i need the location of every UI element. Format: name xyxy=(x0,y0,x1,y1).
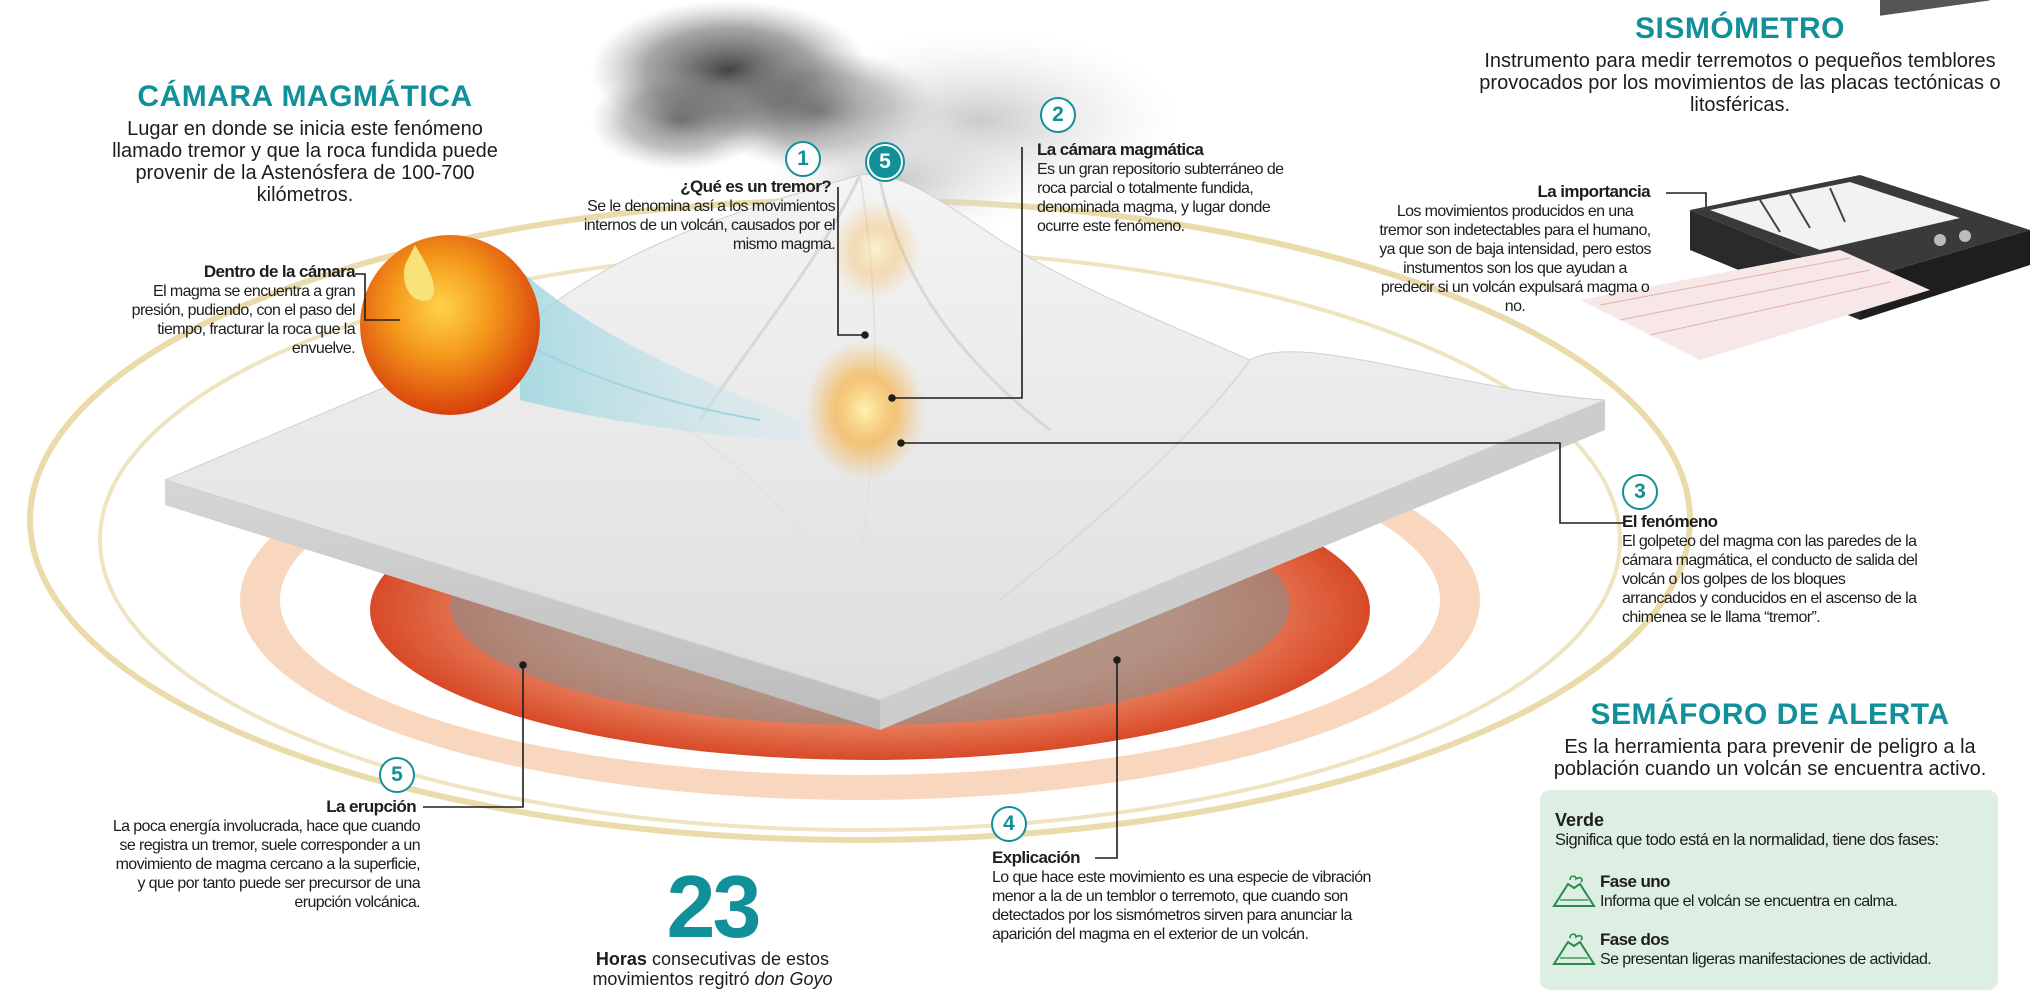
leader-line-5 xyxy=(423,665,524,808)
leader-line-importancia xyxy=(1666,192,1707,208)
seismometer-device xyxy=(1580,0,2030,360)
semaforo-description: Es la herramienta para prevenir de pelig… xyxy=(1553,736,1987,780)
step-1-badge: 1 xyxy=(785,141,821,177)
phase-1-text: Informa que el volcán se encuentra en ca… xyxy=(1600,893,1898,910)
phase-2: Fase dos Se presentan ligeras manifestac… xyxy=(1552,928,1932,973)
stat-value: 23 xyxy=(666,857,762,956)
phase-1-title: Fase uno xyxy=(1600,872,1670,891)
step-3-badge: 3 xyxy=(1622,474,1658,510)
step-3-caption: El fenómeno El golpeteo del magma con la… xyxy=(1622,512,1922,627)
dentro-text: El magma se encuentra a gran presión, pu… xyxy=(131,283,356,357)
phase-2-title: Fase dos xyxy=(1600,930,1670,949)
step-2-title: La cámara magmática xyxy=(1037,140,1204,159)
stat-line2: movimientos regitró xyxy=(592,969,755,989)
step-4-title: Explicación xyxy=(992,848,1080,867)
alert-level-title: Verde xyxy=(1555,810,1605,830)
stat-block: 23 Horas consecutivas de estos movimient… xyxy=(575,857,850,990)
step-5-title: La erupción xyxy=(326,797,416,816)
phase-1: Fase uno Informa que el volcán se encuen… xyxy=(1552,870,1898,915)
step-5-text: La poca energía involucrada, hace que cu… xyxy=(112,818,421,911)
sismometro-title: SISMÓMETRO xyxy=(1634,12,1845,45)
volcano-icon xyxy=(1552,875,1596,907)
importancia-text: Los movimientos producidos en una tremor… xyxy=(1379,203,1651,315)
importancia-caption: La importancia Los movimientos producido… xyxy=(1375,182,1655,316)
step-2-caption: La cámara magmática Es un gran repositor… xyxy=(1037,140,1297,236)
leader-line-1 xyxy=(837,187,865,336)
step-3-text: El golpeteo del magma con las paredes de… xyxy=(1622,533,1918,626)
leader-line-dentro xyxy=(355,273,400,321)
step-5-caption: La erupción La poca energía involucrada,… xyxy=(110,797,421,912)
leader-line-2 xyxy=(893,147,1023,399)
magma-glow xyxy=(805,340,925,480)
leader-line-3 xyxy=(901,442,1625,524)
camara-description: Lugar en donde se inicia este fenómeno l… xyxy=(112,118,498,206)
step-5-badge: 5 xyxy=(379,757,415,793)
step-3-title: El fenómeno xyxy=(1622,512,1718,531)
volcano-icon xyxy=(1552,933,1596,965)
alert-level-green-box: Verde Significa que todo está en la norm… xyxy=(1540,790,1998,990)
dentro-caption: Dentro de la cámara El magma se encuentr… xyxy=(110,262,356,358)
step-2-text: Es un gran repositorio subterráneo de ro… xyxy=(1037,161,1284,235)
dentro-title: Dentro de la cámara xyxy=(203,262,356,281)
camara-title: CÁMARA MAGMÁTICA xyxy=(137,80,473,113)
summit-badge-5: 5 xyxy=(867,144,903,180)
stat-italic: don Goyo xyxy=(754,969,833,989)
step-1-text: Se le denomina así a los movimientos int… xyxy=(583,198,836,253)
step-4-text: Lo que hace este movimiento es una espec… xyxy=(992,869,1371,943)
step-4-caption: Explicación Lo que hace este movimiento … xyxy=(992,848,1412,944)
stat-rest: consecutivas de estos xyxy=(646,949,830,969)
magma-chamber-sphere xyxy=(360,235,540,415)
step-1-title: ¿Qué es un tremor? xyxy=(680,177,831,196)
stat-bold: Horas xyxy=(595,949,647,969)
step-1-caption: ¿Qué es un tremor? Se le denomina así a … xyxy=(550,177,836,254)
importancia-title: La importancia xyxy=(1537,182,1650,201)
step-2-badge: 2 xyxy=(1040,97,1076,133)
phase-2-text: Se presentan ligeras manifestaciones de … xyxy=(1600,951,1932,968)
magnifier-beam xyxy=(520,270,810,440)
semaforo-title: SEMÁFORO DE ALERTA xyxy=(1590,698,1950,731)
sismometro-description: Instrumento para medir terremotos o pequ… xyxy=(1479,50,2001,116)
alert-level-text: Significa que todo está en la normalidad… xyxy=(1555,831,1939,849)
step-4-badge: 4 xyxy=(991,806,1027,842)
leader-line-4 xyxy=(1095,660,1118,859)
